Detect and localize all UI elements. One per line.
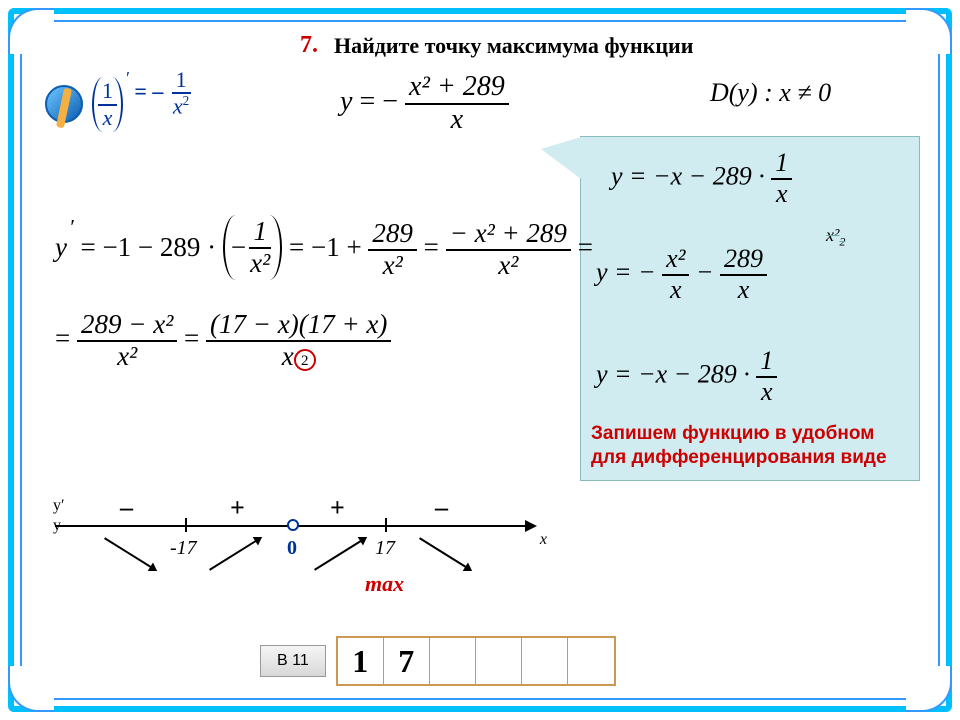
domain-condition: D(y) : x ≠ 0 xyxy=(710,78,831,108)
y-prime-label: y′ xyxy=(53,497,65,515)
tick-label-m17: -17 xyxy=(170,537,197,560)
problem-text: Найдите точку максимума функции xyxy=(334,33,693,59)
tick-label-p17: 17 xyxy=(375,537,395,560)
sign-1: – xyxy=(120,493,133,523)
derivative-hint: 1 x ′ = – 1 x2 xyxy=(92,68,193,132)
answer-cell[interactable] xyxy=(568,638,614,684)
info-icon xyxy=(45,85,83,123)
rewrite-eq1: y = −x − 289 · 1x xyxy=(611,149,792,208)
answer-row: В 11 1 7 xyxy=(260,636,616,686)
highlighted-exponent: 2 xyxy=(294,349,316,371)
sign-chart: y′ y x -17 0 17 – + + – max xyxy=(55,485,535,605)
problem-id-button[interactable]: В 11 xyxy=(260,645,326,677)
answer-grid: 1 7 xyxy=(336,636,616,686)
answer-cell[interactable] xyxy=(522,638,568,684)
derivative-step1: y′ = −1 − 289 · − 1x² = −1 + 289x² = − x… xyxy=(55,215,593,281)
rewrite-eq3: y = −x − 289 · 1x xyxy=(596,347,777,406)
max-label: max xyxy=(365,571,404,597)
sign-4: – xyxy=(435,493,448,523)
x-label: x xyxy=(540,531,547,549)
strike-x2: x²2 xyxy=(826,225,845,250)
answer-cell[interactable]: 1 xyxy=(338,638,384,684)
answer-cell[interactable]: 7 xyxy=(384,638,430,684)
tick-label-zero: 0 xyxy=(287,537,297,560)
main-function: y = − x² + 289 x xyxy=(340,72,509,136)
rewrite-eq2: y = − x²x − 289x xyxy=(596,245,767,304)
trend-arrow-up xyxy=(209,537,261,570)
problem-title: 7. Найдите точку максимума функции xyxy=(300,32,693,59)
trend-arrow-down xyxy=(104,537,156,570)
open-point-zero xyxy=(287,519,299,531)
rewrite-callout: y = −x − 289 · 1x x²2 y = − x²x − 289x y… xyxy=(580,136,920,481)
trend-arrow-up xyxy=(314,537,366,570)
rewrite-note: Запишем функцию в удобном для дифференци… xyxy=(591,422,909,470)
sign-2: + xyxy=(230,493,245,523)
problem-number: 7. xyxy=(300,32,318,59)
sign-3: + xyxy=(330,493,345,523)
trend-arrow-down xyxy=(419,537,471,570)
answer-cell[interactable] xyxy=(476,638,522,684)
derivative-step2: = 289 − x²x² = (17 − x)(17 + x) x2 xyxy=(55,310,391,371)
answer-cell[interactable] xyxy=(430,638,476,684)
